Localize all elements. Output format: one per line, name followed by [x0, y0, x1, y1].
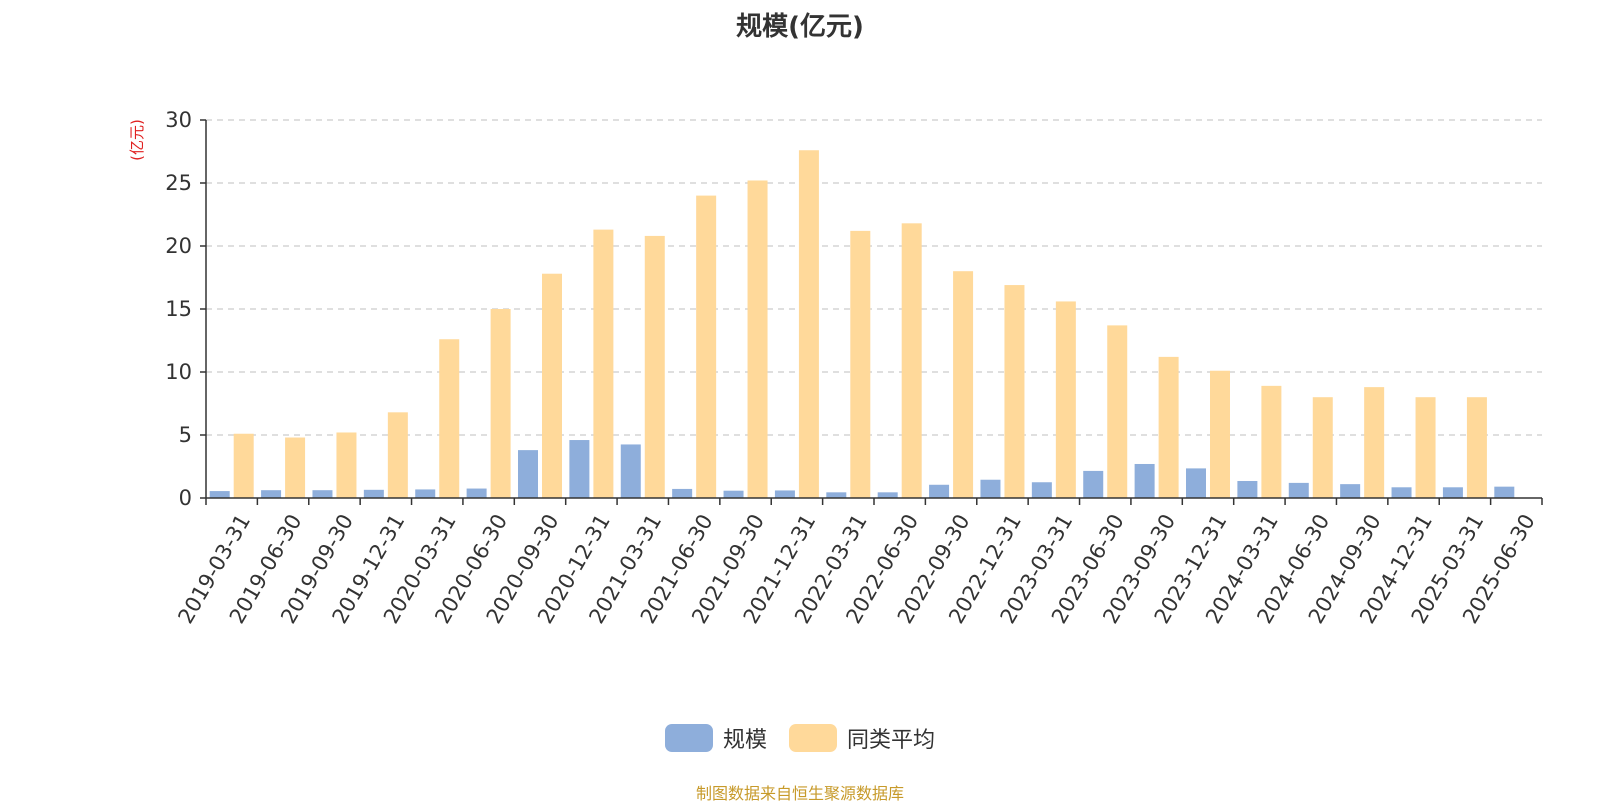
bar-scale[interactable] [672, 488, 693, 498]
bar-scale[interactable] [415, 489, 436, 498]
y-tick-label: 30 [165, 108, 192, 132]
bar-scale[interactable] [261, 490, 282, 498]
bar-peer-average[interactable] [953, 271, 974, 498]
bar-scale[interactable] [1237, 480, 1258, 498]
bar-scale[interactable] [569, 440, 590, 498]
bar-peer-average[interactable] [593, 229, 614, 498]
bar-peer-average[interactable] [1107, 325, 1128, 498]
bar-scale[interactable] [620, 444, 641, 498]
bar-scale[interactable] [929, 484, 950, 498]
source-note: 制图数据来自恒生聚源数据库 [695, 784, 904, 803]
bar-scale[interactable] [1083, 470, 1104, 498]
bar-scale[interactable] [877, 492, 898, 498]
bar-peer-average[interactable] [336, 432, 357, 498]
bar-peer-average[interactable] [644, 235, 665, 499]
bar-scale[interactable] [980, 479, 1001, 498]
legend: 规模 同类平均 [0, 722, 1600, 754]
bar-peer-average[interactable] [901, 223, 922, 498]
bar-peer-average[interactable] [1055, 301, 1076, 498]
bar-peer-average[interactable] [490, 309, 511, 498]
y-axis-unit-label: (亿元) [128, 119, 146, 161]
y-tick-label: 25 [165, 171, 192, 195]
bar-peer-average[interactable] [1415, 397, 1436, 498]
bar-chart: 0510152025302019-03-312019-06-302019-09-… [128, 108, 1543, 628]
bar-scale[interactable] [1288, 482, 1309, 498]
bar-scale[interactable] [1031, 482, 1052, 498]
bar-peer-average[interactable] [439, 339, 460, 498]
bar-peer-average[interactable] [1261, 385, 1282, 498]
bar-scale[interactable] [1186, 468, 1206, 498]
bar-scale[interactable] [723, 490, 744, 498]
legend-label-peer-average: 同类平均 [847, 728, 936, 753]
y-tick-label: 10 [165, 360, 192, 384]
legend-swatch-peer-average [789, 724, 837, 752]
bar-scale[interactable] [1391, 487, 1412, 498]
bar-peer-average[interactable] [285, 437, 306, 498]
bar-peer-average[interactable] [1466, 397, 1487, 498]
bar-peer-average[interactable] [233, 433, 254, 498]
bar-peer-average[interactable] [1004, 285, 1025, 498]
bar-scale[interactable] [1340, 484, 1361, 498]
bar-scale[interactable] [363, 489, 384, 498]
bar-peer-average[interactable] [696, 195, 717, 498]
bar-peer-average[interactable] [850, 230, 871, 498]
bar-scale[interactable] [518, 450, 538, 498]
bar-scale[interactable] [466, 488, 487, 498]
chart-title: 规模(亿元) [736, 12, 864, 42]
bar-peer-average[interactable] [542, 273, 562, 498]
bar-scale[interactable] [774, 490, 795, 498]
bar-scale[interactable] [1442, 487, 1463, 498]
bar-scale[interactable] [312, 490, 333, 498]
bar-peer-average[interactable] [1210, 370, 1230, 498]
bar-peer-average[interactable] [747, 180, 768, 499]
bar-peer-average[interactable] [387, 412, 408, 498]
legend-label-scale: 规模 [722, 728, 767, 753]
y-tick-label: 20 [165, 234, 192, 258]
legend-item-scale[interactable]: 规模 [664, 722, 767, 754]
y-tick-label: 0 [179, 486, 192, 510]
bar-scale[interactable] [209, 491, 230, 498]
y-tick-label: 15 [165, 297, 192, 321]
y-tick-label: 5 [179, 423, 192, 447]
bar-peer-average[interactable] [1312, 397, 1333, 498]
bar-scale[interactable] [826, 492, 847, 498]
bar-peer-average[interactable] [798, 150, 819, 499]
bar-peer-average[interactable] [1364, 387, 1385, 498]
legend-swatch-scale [664, 724, 713, 752]
bar-scale[interactable] [1494, 486, 1515, 498]
bar-scale[interactable] [1134, 463, 1155, 498]
legend-item-peer-average[interactable]: 同类平均 [789, 722, 935, 754]
bar-peer-average[interactable] [1158, 356, 1179, 498]
